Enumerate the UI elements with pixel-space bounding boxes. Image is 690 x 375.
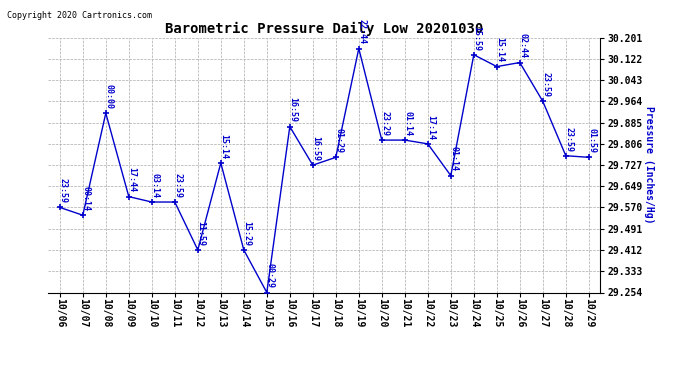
Text: 00:14: 00:14: [81, 186, 90, 211]
Text: 01:14: 01:14: [403, 111, 412, 136]
Text: 23:59: 23:59: [541, 72, 550, 97]
Text: 16:59: 16:59: [311, 136, 320, 161]
Text: 23:29: 23:29: [380, 111, 389, 136]
Text: 03:14: 03:14: [150, 173, 159, 198]
Text: 15:29: 15:29: [242, 221, 251, 246]
Text: 11:59: 11:59: [196, 221, 205, 246]
Text: 17:44: 17:44: [127, 168, 136, 192]
Text: 01:59: 01:59: [587, 128, 596, 153]
Text: 00:00: 00:00: [104, 84, 113, 109]
Text: 15:59: 15:59: [472, 26, 481, 51]
Text: 01:29: 01:29: [334, 128, 343, 153]
Text: 23:59: 23:59: [173, 173, 182, 198]
Text: 15:14: 15:14: [219, 134, 228, 159]
Title: Barometric Pressure Daily Low 20201030: Barometric Pressure Daily Low 20201030: [165, 22, 484, 36]
Text: 01:14: 01:14: [449, 147, 458, 171]
Text: 16:59: 16:59: [288, 98, 297, 123]
Text: Copyright 2020 Cartronics.com: Copyright 2020 Cartronics.com: [7, 11, 152, 20]
Text: 22:44: 22:44: [357, 20, 366, 44]
Text: 02:44: 02:44: [518, 33, 527, 58]
Text: 23:59: 23:59: [58, 178, 67, 203]
Y-axis label: Pressure (Inches/Hg): Pressure (Inches/Hg): [644, 106, 653, 224]
Text: 15:14: 15:14: [495, 38, 504, 62]
Text: 17:14: 17:14: [426, 115, 435, 140]
Text: 00:29: 00:29: [265, 263, 274, 288]
Text: 23:59: 23:59: [564, 126, 573, 152]
